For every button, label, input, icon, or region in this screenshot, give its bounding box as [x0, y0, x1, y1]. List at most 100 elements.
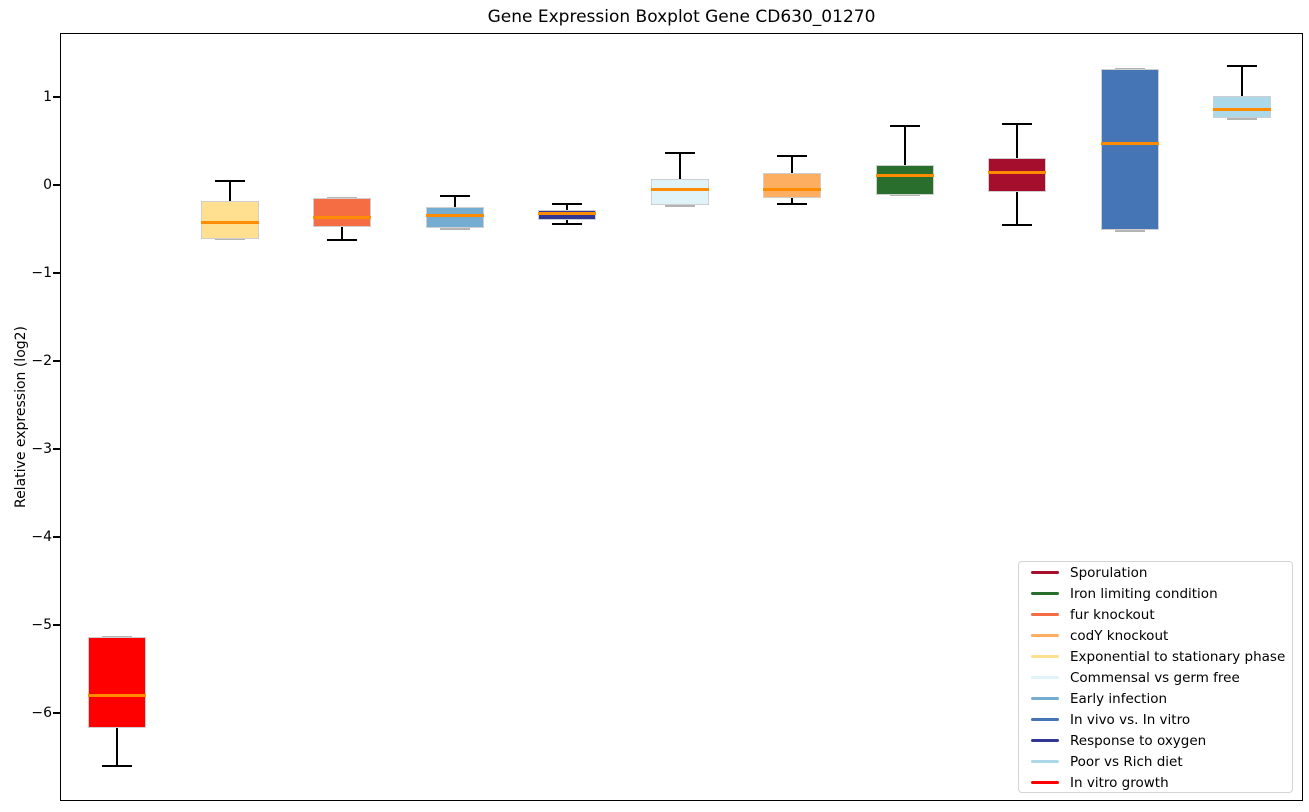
legend-swatch	[1031, 718, 1059, 721]
box-poor-vs-rich-diet	[1213, 96, 1271, 119]
y-tick-label: −6	[31, 705, 52, 722]
legend-swatch	[1031, 634, 1059, 637]
legend-item: Exponential to stationary phase	[1019, 646, 1292, 667]
box-commensal-vs-germ-free	[650, 179, 709, 206]
lower-whisker-line	[791, 198, 793, 204]
legend-item: Early infection	[1019, 688, 1292, 709]
box-exponential-to-stationary-phase	[200, 201, 259, 239]
median-line	[313, 216, 371, 220]
upper-whisker-cap	[214, 179, 245, 182]
y-tick-mark	[53, 360, 60, 363]
lower-whisker-line	[341, 227, 343, 240]
legend-label: fur knockout	[1070, 606, 1155, 623]
upper-whisker-line	[791, 156, 793, 173]
upper-whisker-cap	[102, 635, 132, 638]
legend-swatch	[1031, 676, 1059, 679]
legend-item: Poor vs Rich diet	[1019, 751, 1292, 772]
y-tick-mark	[53, 448, 60, 451]
legend-item: fur knockout	[1019, 604, 1292, 625]
lower-whisker-cap	[777, 202, 807, 205]
y-tick-mark	[53, 184, 60, 187]
lower-whisker-line	[1016, 192, 1018, 225]
y-tick-label: −5	[31, 617, 52, 634]
legend-label: Poor vs Rich diet	[1070, 753, 1183, 770]
y-tick-mark	[53, 624, 60, 627]
box-in-vivo-vs-in-vitro	[1100, 69, 1159, 231]
y-tick-mark	[53, 536, 60, 539]
y-tick-label: −1	[31, 265, 52, 282]
lower-whisker-cap	[664, 204, 695, 207]
median-line	[538, 211, 596, 215]
upper-whisker-cap	[889, 125, 920, 128]
legend-swatch	[1031, 781, 1059, 784]
median-line	[1213, 108, 1271, 112]
upper-whisker-cap	[664, 151, 695, 154]
legend-swatch	[1031, 739, 1059, 742]
lower-whisker-cap	[1002, 223, 1032, 226]
y-tick-label: 0	[43, 177, 52, 194]
lower-whisker-cap	[1227, 117, 1257, 120]
legend-item: Iron limiting condition	[1019, 583, 1292, 604]
y-tick-label: 1	[43, 89, 52, 106]
box-sporulation	[988, 157, 1046, 193]
legend-item: In vivo vs. In vitro	[1019, 709, 1292, 730]
median-line	[88, 693, 146, 697]
legend-swatch	[1031, 571, 1059, 574]
legend-swatch	[1031, 697, 1059, 700]
box-in-vitro-growth	[88, 637, 146, 728]
y-tick-mark	[53, 272, 60, 275]
median-line	[763, 188, 821, 192]
upper-whisker-line	[903, 126, 906, 165]
chart-title: Gene Expression Boxplot Gene CD630_01270	[487, 7, 876, 27]
lower-whisker-cap	[102, 764, 132, 767]
lower-whisker-cap	[889, 194, 920, 197]
median-line	[425, 213, 484, 217]
box-early-infection	[425, 207, 484, 229]
legend-label: Early infection	[1070, 690, 1168, 707]
legend-item: Sporulation	[1019, 562, 1292, 583]
box-fur-knockout	[313, 198, 371, 228]
upper-whisker-cap	[1114, 67, 1145, 70]
lower-whisker-cap	[439, 227, 470, 230]
legend-label: In vitro growth	[1070, 774, 1169, 791]
y-tick-mark	[53, 96, 60, 99]
y-tick-label: −4	[31, 529, 52, 546]
upper-whisker-cap	[777, 155, 807, 158]
upper-whisker-line	[453, 195, 456, 208]
box-response-to-oxygen	[538, 209, 596, 221]
y-tick-label: −3	[31, 441, 52, 458]
legend-label: codY knockout	[1070, 627, 1169, 644]
lower-whisker-line	[566, 220, 568, 224]
lower-whisker-line	[116, 727, 118, 766]
median-line	[875, 174, 934, 177]
legend-item: Commensal vs germ free	[1019, 667, 1292, 688]
legend-label: Exponential to stationary phase	[1070, 648, 1286, 665]
median-line	[1100, 142, 1159, 146]
box-iron-limiting-condition	[875, 164, 934, 195]
legend-swatch	[1031, 760, 1059, 763]
lower-whisker-cap	[327, 238, 357, 241]
legend-label: Commensal vs germ free	[1070, 669, 1240, 686]
legend-item: codY knockout	[1019, 625, 1292, 646]
upper-whisker-cap	[327, 196, 357, 199]
legend: Sporulation Iron limiting condition fur kn…	[1018, 561, 1293, 793]
upper-whisker-cap	[1002, 123, 1032, 126]
median-line	[200, 220, 259, 224]
legend-label: Sporulation	[1070, 564, 1148, 581]
lower-whisker-cap	[552, 222, 582, 225]
legend-label: In vivo vs. In vitro	[1070, 711, 1191, 728]
legend-label: Response to oxygen	[1070, 732, 1207, 749]
upper-whisker-line	[228, 180, 231, 201]
box-cody-knockout	[763, 172, 821, 199]
upper-whisker-cap	[1227, 65, 1257, 68]
upper-whisker-cap	[439, 194, 470, 197]
lower-whisker-cap	[214, 238, 245, 241]
lower-whisker-cap	[1114, 229, 1145, 232]
legend-item: Response to oxygen	[1019, 730, 1292, 751]
upper-whisker-line	[1241, 66, 1243, 97]
y-tick-mark	[53, 712, 60, 715]
legend-swatch	[1031, 592, 1059, 595]
median-line	[650, 188, 709, 192]
y-tick-label: −2	[31, 353, 52, 370]
